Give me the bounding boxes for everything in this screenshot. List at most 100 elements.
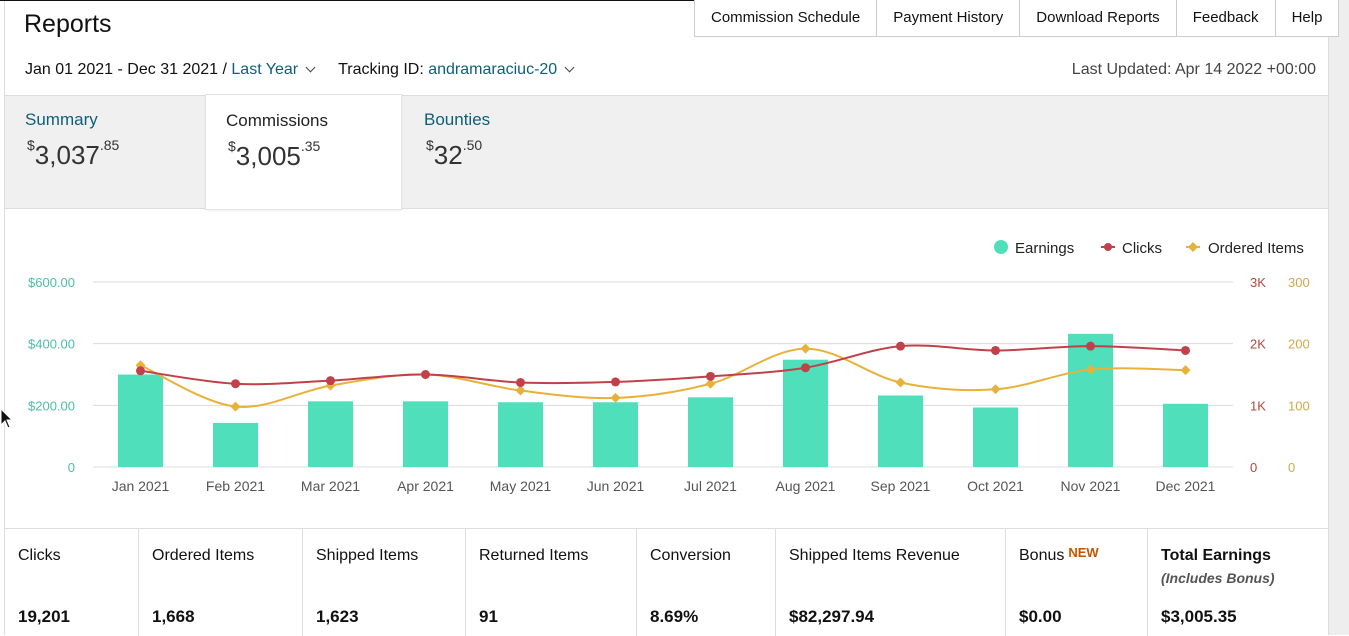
y-tick-label-clicks: 3K: [1250, 275, 1266, 290]
metric-label: Conversion: [650, 547, 731, 564]
clicks-point: [706, 371, 715, 381]
x-tick-label: Nov 2021: [1061, 478, 1121, 494]
earnings-bar: [878, 395, 923, 467]
clicks-point: [516, 378, 525, 388]
chevron-down-icon: [564, 62, 575, 73]
clicks-point: [136, 366, 145, 376]
metric-value: 91: [479, 607, 498, 626]
x-tick-label: Mar 2021: [301, 478, 360, 494]
date-separator: /: [222, 61, 227, 78]
ordered-items-point: [230, 401, 241, 412]
commissions-tab[interactable]: Commissions $3,005.35: [205, 94, 402, 210]
report-frame: [4, 0, 1329, 635]
tab-help[interactable]: Help: [1274, 0, 1339, 36]
metric-value: 1,668: [152, 607, 195, 626]
ordered-items-point: [990, 384, 1001, 395]
earnings-bar: [498, 402, 543, 467]
tracking-id-dropdown[interactable]: andramaraciuc-20: [428, 61, 575, 79]
period-dropdown[interactable]: Last Year: [231, 61, 316, 79]
legend-earnings-label: Earnings: [1015, 240, 1074, 257]
top-nav: Commission Schedule Payment History Down…: [694, 0, 1340, 37]
legend-ordered-label: Ordered Items: [1208, 240, 1304, 257]
x-tick-label: Dec 2021: [1156, 478, 1216, 494]
tracking-id-label: Tracking ID:: [338, 61, 424, 78]
commissions-label: Commissions: [226, 111, 329, 130]
metrics-row: Clicks 19,201 Ordered Items 1,668 Shippe…: [5, 528, 1328, 636]
tab-payment-history[interactable]: Payment History: [876, 0, 1019, 36]
x-tick-label: Jun 2021: [587, 478, 645, 494]
ordered-items-point: [705, 378, 716, 389]
earnings-bar: [688, 397, 733, 467]
tab-feedback[interactable]: Feedback: [1175, 0, 1275, 36]
metric-label: Returned Items: [479, 547, 589, 564]
filter-bar: Jan 01 2021 - Dec 31 2021 / Last Year Tr…: [25, 61, 575, 79]
earnings-bar: [403, 401, 448, 467]
tracking-id-value: andramaraciuc-20: [428, 61, 558, 78]
y-tick-label-left: $600.00: [28, 275, 75, 290]
clicks-line: [140, 344, 1186, 386]
bounties-tab[interactable]: Bounties $32.50: [404, 96, 604, 208]
bounties-label: Bounties: [424, 110, 491, 129]
metric-label: Clicks: [18, 547, 61, 564]
clicks-point: [1181, 345, 1190, 355]
clicks-point: [231, 379, 240, 389]
metric-label: Total Earnings: [1161, 547, 1271, 564]
y-tick-label-left: $200.00: [28, 398, 75, 413]
summary-tab[interactable]: Summary $3,037.85: [5, 96, 205, 208]
summary-band: Summary $3,037.85 Commissions $3,005.35 …: [5, 94, 1328, 210]
tab-commission-schedule[interactable]: Commission Schedule: [711, 9, 861, 26]
metric-value: 19,201: [18, 607, 70, 626]
y-tick-label-left: $400.00: [28, 337, 75, 352]
x-tick-label: Aug 2021: [776, 478, 836, 494]
ordered-items-point: [610, 392, 621, 403]
clicks-point: [991, 345, 1000, 355]
new-badge: NEW: [1068, 545, 1099, 560]
bounties-amount: $32.50: [426, 137, 483, 170]
ordered-items-point: [515, 385, 526, 396]
metric-value: $0.00: [1019, 607, 1062, 626]
metric-shipped-revenue: Shipped Items Revenue $82,297.94: [775, 529, 1005, 636]
y-tick-label-clicks: 2K: [1250, 337, 1266, 352]
earnings-bar: [118, 374, 163, 467]
metric-value: $3,005.35: [1161, 607, 1237, 626]
legend-clicks-marker: [1104, 243, 1112, 251]
clicks-point: [326, 376, 335, 386]
metric-returned-items: Returned Items 91: [465, 529, 636, 636]
x-tick-label: Feb 2021: [206, 478, 265, 494]
earnings-chart: 0 0 0 $200.00 1K 100 $400.00 2K 200 $600.00 3K 300 J…: [5, 208, 1328, 528]
ordered-items-point: [1180, 365, 1191, 376]
y-tick-label-clicks: 0: [1250, 460, 1257, 475]
tab-download-reports[interactable]: Download Reports: [1019, 0, 1175, 36]
metric-value: 1,623: [316, 607, 359, 626]
x-tick-label: Jan 2021: [112, 478, 170, 494]
summary-amount: $3,037.85: [27, 137, 120, 170]
metric-shipped-items: Shipped Items 1,623: [302, 529, 465, 636]
earnings-bar: [783, 359, 828, 467]
metric-ordered-items: Ordered Items 1,668: [138, 529, 302, 636]
y-tick-label-clicks: 1K: [1250, 398, 1266, 413]
ordered-items-point: [1085, 364, 1096, 375]
earnings-bar: [1068, 333, 1113, 467]
y-tick-label-ordered: 200: [1288, 337, 1310, 352]
y-tick-label-ordered: 100: [1288, 398, 1310, 413]
clicks-point: [421, 370, 430, 379]
metric-value: $82,297.94: [789, 607, 875, 626]
page-title: Reports: [24, 10, 112, 38]
y-tick-label-ordered: 0: [1288, 460, 1295, 475]
clicks-point: [611, 377, 620, 387]
last-updated: Last Updated: Apr 14 2022 +00:00: [1071, 61, 1316, 78]
legend-clicks-label: Clicks: [1122, 240, 1162, 257]
x-tick-label: Oct 2021: [967, 478, 1024, 494]
period-value: Last Year: [231, 61, 299, 78]
metric-total-earnings: Total Earnings (Includes Bonus) $3,005.3…: [1147, 529, 1328, 636]
metric-sublabel: (Includes Bonus): [1161, 570, 1275, 586]
metric-clicks: Clicks 19,201: [5, 529, 138, 636]
y-tick-label-left: 0: [68, 460, 75, 475]
metric-label: Shipped Items: [316, 547, 419, 564]
earnings-bar: [308, 401, 353, 467]
earnings-bar: [213, 422, 258, 467]
mouse-cursor-icon: [0, 408, 14, 429]
ordered-items-point: [800, 343, 811, 354]
chart-svg: 0 0 0 $200.00 1K 100 $400.00 2K 200 $600.00 3K 300 J…: [28, 240, 1310, 494]
metric-value: 8.69%: [650, 607, 699, 626]
